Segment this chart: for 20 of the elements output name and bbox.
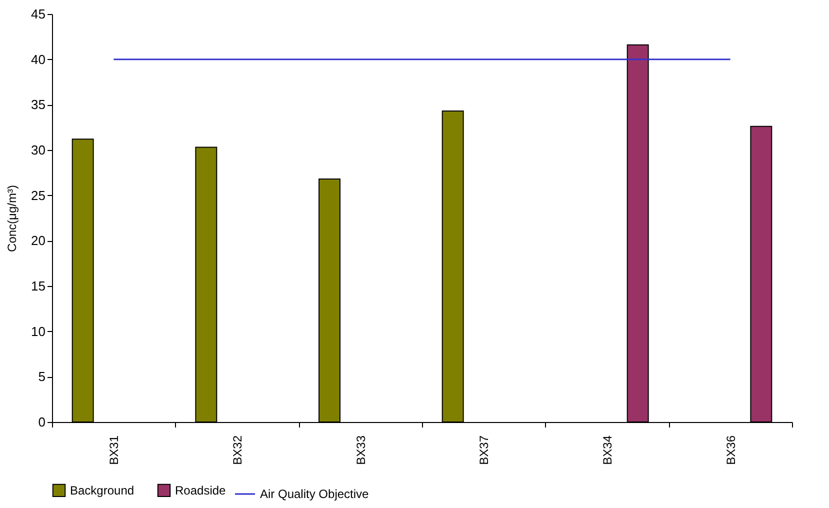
x-tick-label: BX36 (724, 435, 738, 465)
y-tick-label: 10 (31, 324, 46, 339)
y-tick-label: 20 (31, 233, 46, 248)
legend-label: Background (70, 483, 134, 498)
y-tick-label: 5 (38, 369, 46, 384)
y-tick-label: 35 (31, 97, 46, 112)
legend-label: Air Quality Objective (260, 487, 370, 501)
x-tick-label: BX34 (600, 435, 614, 465)
y-tick-label: 0 (38, 414, 46, 430)
y-tick-label: 25 (31, 188, 46, 203)
y-tick-label: 45 (31, 6, 46, 22)
x-tick-label: BX33 (354, 435, 368, 465)
x-tick-label: BX37 (477, 435, 492, 465)
y-tick-label: 30 (31, 142, 46, 158)
y-tick-label: 40 (31, 52, 46, 67)
y-tick-label: 15 (31, 278, 46, 294)
x-tick-label: BX31 (107, 435, 122, 465)
y-axis-title: Conc(μg/m³) (5, 185, 20, 252)
legend-label: Roadside (175, 483, 226, 498)
x-tick-label: BX32 (230, 435, 244, 465)
